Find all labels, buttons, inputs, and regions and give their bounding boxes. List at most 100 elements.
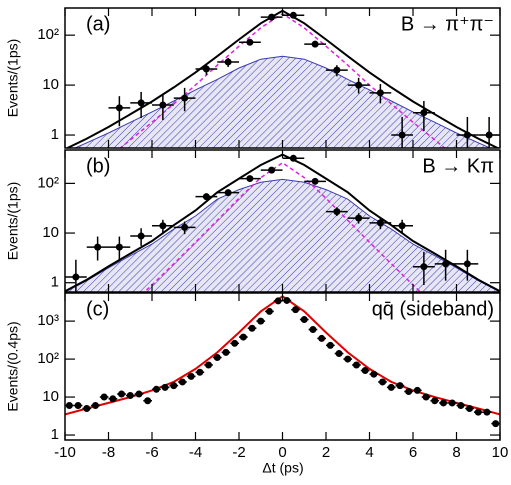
y-tick-label: 1	[51, 126, 59, 143]
data-point	[326, 341, 334, 349]
y-axis-label: Events/(1ps)	[5, 39, 21, 118]
y-tick-label: 1	[51, 426, 59, 443]
y-tick-label: 1	[51, 274, 59, 291]
data-point	[159, 101, 167, 109]
data-point	[333, 66, 341, 74]
data-point	[422, 393, 430, 401]
data-point	[161, 383, 169, 391]
data-point	[463, 260, 471, 268]
data-point	[376, 89, 384, 97]
data-point	[248, 324, 256, 332]
data-point	[231, 339, 239, 347]
y-tick-label: 10²	[37, 350, 59, 367]
data-point	[246, 38, 254, 46]
data-point	[376, 219, 384, 227]
data-point	[202, 193, 210, 201]
data-point	[387, 383, 395, 391]
x-tick-label: 4	[365, 444, 373, 461]
y-tick-label: 10²	[37, 26, 59, 43]
background-area	[65, 178, 500, 292]
data-point	[152, 385, 160, 393]
x-tick-label: -4	[189, 444, 202, 461]
panel-annotation: B → π⁺π⁻	[401, 13, 494, 35]
data-point	[474, 408, 482, 416]
data-point	[135, 390, 143, 398]
y-axis-label: Events/(1ps)	[5, 182, 21, 261]
data-point	[396, 382, 404, 390]
data-point	[289, 11, 297, 19]
data-point	[289, 154, 297, 162]
data-point	[91, 401, 99, 409]
x-tick-label: 8	[452, 444, 460, 461]
background-area	[73, 55, 492, 148]
data-point	[268, 13, 276, 21]
data-point	[463, 131, 471, 139]
x-tick-label: -2	[232, 444, 245, 461]
data-point	[413, 386, 421, 394]
data-point	[72, 273, 80, 281]
data-point	[115, 104, 123, 112]
data-point	[224, 58, 232, 66]
panel-label: (c)	[86, 298, 109, 320]
data-point	[187, 372, 195, 380]
data-point	[457, 401, 465, 409]
y-tick-label: 10³	[37, 312, 59, 329]
data-point	[83, 404, 91, 412]
data-point	[355, 81, 363, 89]
data-point	[74, 401, 82, 409]
x-tick-label: -6	[145, 444, 158, 461]
data-point	[137, 232, 145, 240]
data-point	[246, 175, 254, 183]
data-point	[268, 166, 276, 174]
y-tick-label: 10	[42, 76, 59, 93]
data-point	[213, 354, 221, 362]
plot-area	[65, 153, 500, 292]
data-point	[405, 388, 413, 396]
data-point	[379, 378, 387, 386]
y-tick-label: 10²	[37, 174, 59, 191]
data-point	[439, 399, 447, 407]
data-point	[333, 208, 341, 216]
x-tick-label: 0	[278, 444, 286, 461]
data-point	[311, 40, 319, 48]
data-point	[137, 99, 145, 107]
data-point	[144, 397, 152, 405]
data-point	[398, 222, 406, 230]
data-point	[448, 399, 456, 407]
panel-annotation: B → Kπ	[422, 155, 494, 177]
x-tick-label: 2	[322, 444, 330, 461]
data-point	[222, 348, 230, 356]
panel-label: (b)	[86, 155, 110, 177]
panel-annotation: qq̄ (sideband)	[372, 298, 494, 320]
data-point	[442, 260, 450, 268]
data-point	[257, 317, 265, 325]
data-point	[65, 401, 73, 409]
data-point	[309, 326, 317, 334]
data-point	[311, 177, 319, 185]
data-point	[352, 361, 360, 369]
data-point	[420, 109, 428, 117]
y-axis-label: Events/(0.4ps)	[5, 321, 21, 411]
data-point	[492, 420, 500, 428]
data-point	[115, 243, 123, 251]
data-point	[274, 297, 282, 305]
data-point	[181, 94, 189, 102]
data-point	[100, 393, 108, 401]
y-tick-label: 10	[42, 224, 59, 241]
x-tick-label: -8	[102, 444, 115, 461]
data-point	[118, 390, 126, 398]
x-axis-label: Δt (ps)	[262, 460, 303, 476]
data-point	[239, 333, 247, 341]
x-tick-label: 10	[492, 444, 509, 461]
data-point	[178, 378, 186, 386]
data-point	[398, 131, 406, 139]
panel-label: (a)	[86, 13, 110, 35]
data-point	[109, 395, 117, 403]
data-point	[485, 131, 493, 139]
data-point	[300, 316, 308, 324]
data-point	[196, 368, 204, 376]
data-point	[335, 350, 343, 358]
data-point	[361, 367, 369, 375]
data-point	[181, 223, 189, 231]
